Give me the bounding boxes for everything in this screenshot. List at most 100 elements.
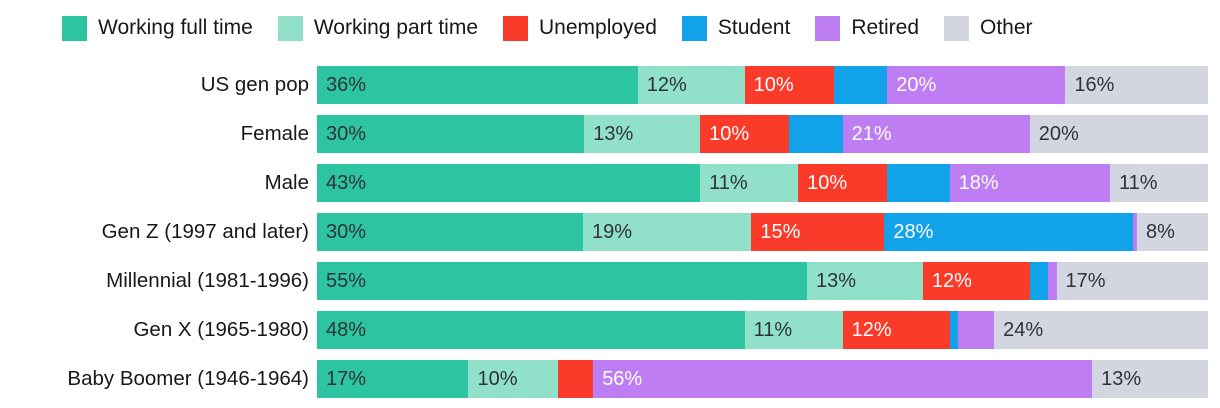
legend-swatch-icon [815, 15, 841, 41]
bar-segment-retired [1047, 262, 1057, 300]
bar-segment-student [833, 66, 888, 104]
bar-segment-retired: 56% [593, 360, 1093, 398]
legend-swatch-icon [277, 15, 303, 41]
segment-value-label: 18% [958, 172, 999, 194]
segment-value-label: 56% [602, 368, 643, 390]
segment-value-label: 11% [753, 319, 793, 341]
legend-item-unemployed: Unemployed [503, 15, 657, 41]
row-category-label: Gen Z (1997 and later) [101, 220, 309, 243]
legend-item-other: Other [944, 15, 1033, 41]
bar-segment-working-part-time: 13% [584, 115, 701, 153]
bar-track: 30% 19% 15% 28% 8% [317, 213, 1208, 251]
legend-item-retired: Retired [815, 15, 920, 41]
bar-row-baby-boomer-1946-1964: Baby Boomer (1946-1964) 17% 10% 56% 13% [0, 360, 1220, 398]
bar-segment-working-part-time: 10% [468, 360, 558, 398]
legend-swatch-icon [503, 15, 528, 41]
row-category-label: US gen pop [200, 73, 309, 96]
segment-value-label: 10% [477, 368, 518, 390]
bar-track: 48% 11% 12% 24% [317, 311, 1208, 349]
row-category-label: Gen X (1965-1980) [133, 318, 309, 341]
bar-track: 30% 13% 10% 21% 20% [317, 115, 1208, 153]
legend-label: Working part time [313, 16, 478, 39]
legend-label: Retired [851, 16, 920, 39]
bar-row-female: Female 30% 13% 10% 21% 20% [0, 115, 1220, 153]
bar-segment-retired: 21% [842, 115, 1030, 153]
bar-row-gen-z-1997-and-later: Gen Z (1997 and later) 30% 19% 15% 28% 8% [0, 213, 1220, 251]
legend-label: Other [980, 16, 1033, 39]
segment-value-label: 43% [326, 172, 367, 194]
bar-segment-student: 28% [884, 213, 1133, 251]
segment-value-label: 48% [326, 319, 367, 341]
bar-segment-unemployed: 15% [751, 213, 885, 251]
bar-segment-other: 24% [994, 311, 1208, 349]
bar-row-us-gen-pop: US gen pop 36% 12% 10% 20% 16% [0, 66, 1220, 104]
legend-label: Unemployed [539, 16, 657, 39]
bar-segment-working-full-time: 36% [317, 66, 638, 104]
bar-segment-student [789, 115, 843, 153]
employment-status-chart: Working full time Working part time Unempl… [0, 0, 1220, 398]
legend-item-student: Student [681, 15, 791, 41]
legend-swatch-icon [681, 15, 707, 41]
bar-segment-working-part-time: 11% [744, 311, 843, 349]
bar-segment-other: 17% [1056, 262, 1208, 300]
segment-value-label: 13% [816, 270, 857, 292]
segment-value-label: 30% [326, 221, 367, 243]
bar-row-male: Male 43% 11% 10% 18% 11% [0, 164, 1220, 202]
segment-value-label: 13% [593, 123, 634, 145]
bar-track: 55% 13% 12% 17% [317, 262, 1208, 300]
bar-segment-other: 13% [1092, 360, 1208, 398]
bar-segment-unemployed [557, 360, 594, 398]
bar-segment-retired: 20% [887, 66, 1066, 104]
segment-value-label: 19% [591, 221, 632, 243]
bar-track: 17% 10% 56% 13% [317, 360, 1208, 398]
bar-segment-retired [958, 311, 995, 349]
segment-value-label: 12% [931, 270, 972, 292]
bar-row-millennial-1981-1996: Millennial (1981-1996) 55% 13% 12% 17% [0, 262, 1220, 300]
legend-item-working-full-time: Working full time [62, 15, 253, 41]
bar-segment-working-full-time: 30% [317, 115, 585, 153]
segment-value-label: 8% [1146, 221, 1175, 243]
segment-value-label: 11% [709, 172, 748, 194]
bar-segment-working-full-time: 48% [317, 311, 745, 349]
bar-segment-retired: 18% [949, 164, 1110, 202]
bar-segment-retired [1132, 213, 1138, 251]
bar-segment-other: 8% [1137, 213, 1208, 251]
legend-label: Student [717, 16, 791, 39]
segment-value-label: 16% [1074, 74, 1115, 96]
bar-segment-working-part-time: 13% [807, 262, 923, 300]
bar-row-gen-x-1965-1980: Gen X (1965-1980) 48% 11% 12% 24% [0, 311, 1220, 349]
segment-value-label: 17% [1065, 270, 1106, 292]
bar-segment-working-part-time: 11% [700, 164, 799, 202]
bar-segment-unemployed: 10% [744, 66, 834, 104]
bar-segment-student [949, 311, 959, 349]
segment-value-label: 20% [896, 74, 937, 96]
legend-swatch-icon [944, 15, 970, 41]
legend-item-working-part-time: Working part time [277, 15, 478, 41]
segment-value-label: 15% [760, 221, 801, 243]
segment-value-label: 12% [646, 74, 687, 96]
bar-segment-student [1029, 262, 1048, 300]
bar-segment-working-full-time: 43% [317, 164, 701, 202]
segment-value-label: 11% [1118, 172, 1158, 194]
row-category-label: Male [264, 171, 309, 194]
segment-value-label: 17% [326, 368, 367, 390]
bar-segment-other: 11% [1109, 164, 1208, 202]
bar-track: 43% 11% 10% 18% 11% [317, 164, 1208, 202]
legend-swatch-icon [62, 15, 87, 41]
chart-legend: Working full time Working part time Unempl… [0, 0, 1220, 44]
segment-value-label: 28% [893, 221, 934, 243]
segment-value-label: 10% [807, 172, 848, 194]
bar-segment-unemployed: 12% [922, 262, 1030, 300]
bar-segment-unemployed: 10% [700, 115, 790, 153]
row-category-label: Millennial (1981-1996) [106, 269, 309, 292]
bar-segment-working-full-time: 55% [317, 262, 808, 300]
bar-segment-working-full-time: 17% [317, 360, 469, 398]
legend-label: Working full time [98, 16, 253, 39]
segment-value-label: 12% [851, 319, 892, 341]
bar-segment-working-full-time: 30% [317, 213, 583, 251]
bar-segment-unemployed: 10% [798, 164, 888, 202]
stacked-bar-chart: US gen pop 36% 12% 10% 20% 16% Female 30% 13% 10%… [0, 66, 1220, 398]
segment-value-label: 36% [326, 74, 367, 96]
segment-value-label: 13% [1101, 368, 1142, 390]
bar-segment-other: 16% [1065, 66, 1208, 104]
